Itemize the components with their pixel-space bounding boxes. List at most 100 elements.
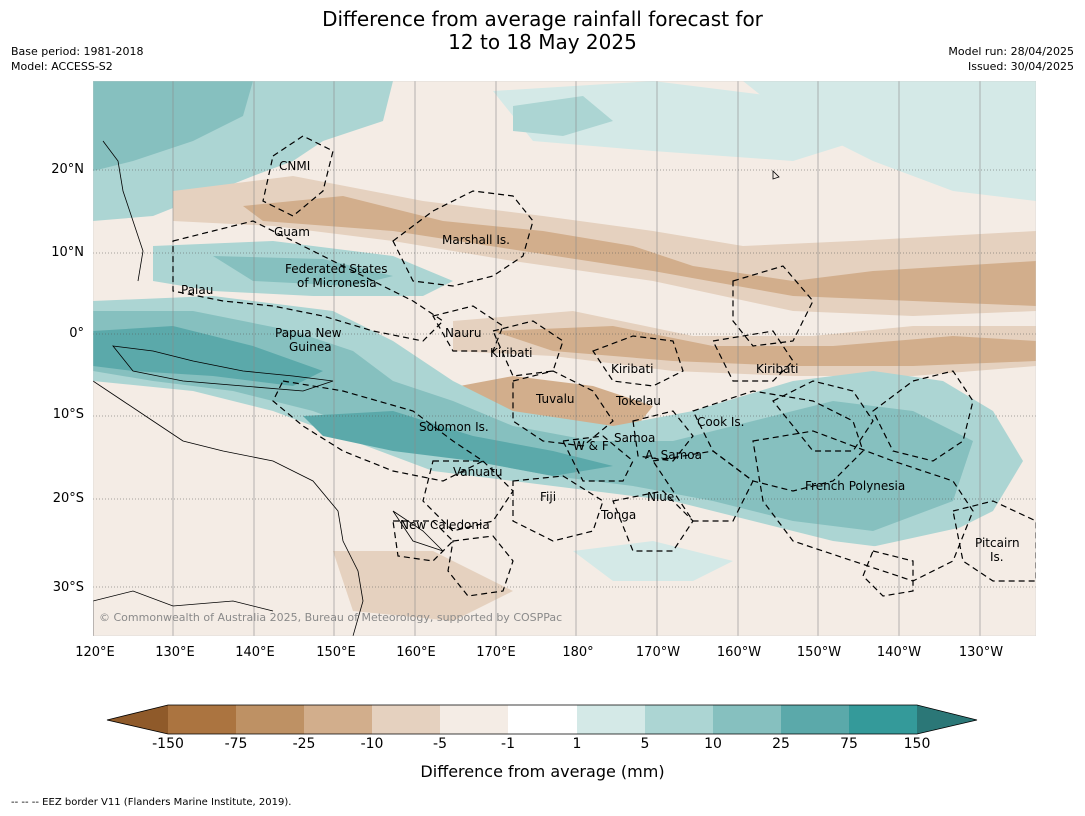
label-tokelau: Tokelau (615, 394, 661, 408)
wet-band-micronesia-core (213, 256, 393, 286)
lon-label-170e: 170°E (476, 645, 516, 660)
label-cook-is: Cook Is. (697, 415, 744, 429)
label-solomon-is: Solomon Is. (419, 420, 489, 434)
lat-label-10n: 10°N (51, 245, 84, 260)
base-period: Base period: 1981-2018 (11, 45, 144, 58)
wet-patch-south (573, 541, 733, 581)
lon-label-150e: 150°E (316, 645, 356, 660)
colorbar-tick-7: 5 (640, 736, 650, 752)
model-name: Model: ACCESS-S2 (11, 60, 113, 73)
longitude-gridlines (172, 81, 981, 636)
lat-label-20n: 20°N (51, 162, 84, 177)
label-png-line2: Guinea (289, 340, 332, 354)
colorbar-tick-1: -75 (224, 736, 248, 752)
label-kiribati-east: Kiribati (756, 362, 798, 376)
colorbar-tick-4: -5 (433, 736, 447, 752)
label-fsm-line2: of Micronesia (297, 276, 377, 290)
lat-label-30s: 30°S (52, 580, 84, 595)
lat-label-10s: 10°S (52, 407, 84, 422)
label-fsm-line1: Federated States (285, 262, 387, 276)
colorbar-seg-6 (508, 705, 577, 734)
map-title-line1: Difference from average rainfall forecas… (322, 7, 763, 31)
wet-area-northeast (743, 81, 1036, 201)
colorbar-seg-3 (304, 705, 372, 734)
label-new-caledonia: New Caledonia (400, 518, 490, 532)
colorbar-tick-2: -25 (292, 736, 316, 752)
label-american-samoa: A. Samoa (645, 448, 702, 462)
colorbar-tick-9: 25 (772, 736, 790, 752)
dry-area-south (93, 461, 693, 636)
label-pitcairn-line1: Pitcairn (975, 536, 1020, 550)
label-marshall-is: Marshall Is. (442, 233, 510, 247)
copyright-notice: © Commonwealth of Australia 2025, Bureau… (99, 611, 562, 624)
meta-left: Base period: 1981-2018 Model: ACCESS-S2 (11, 44, 143, 74)
label-tonga: Tonga (600, 508, 636, 522)
colorbar-seg-4 (372, 705, 440, 734)
label-guam: Guam (274, 225, 310, 239)
colorbar-seg-5 (440, 705, 508, 734)
colorbar-tick-3: -10 (360, 736, 384, 752)
lon-label-150w: 150°W (796, 645, 842, 660)
colorbar-seg-7 (577, 705, 645, 734)
lon-label-140w: 140°W (876, 645, 922, 660)
dry-band-north-core (243, 196, 1036, 306)
label-french-polynesia: French Polynesia (805, 479, 905, 493)
label-samoa: Samoa (614, 431, 655, 445)
lon-label-130e: 130°E (155, 645, 195, 660)
lon-label-140e: 140°E (235, 645, 275, 660)
label-nauru: Nauru (445, 326, 481, 340)
label-pitcairn-line2: Is. (990, 550, 1004, 564)
eez-borders (172, 135, 1036, 597)
model-run: Model run: 28/04/2025 (948, 45, 1074, 58)
lat-label-0: 0° (69, 326, 84, 341)
label-vanuatu: Vanuatu (453, 465, 503, 479)
lon-label-120e: 120°E (75, 645, 115, 660)
lon-label-160e: 160°E (396, 645, 436, 660)
colorbar-seg-2 (236, 705, 304, 734)
lon-label-130w: 130°W (958, 645, 1004, 660)
colorbar-tick-5: -1 (501, 736, 515, 752)
colorbar-seg-12 (917, 705, 977, 734)
colorbar-seg-0 (107, 705, 168, 734)
colorbar-tick-6: 1 (572, 736, 582, 752)
latitude-gridlines (93, 169, 1036, 588)
dry-band-equator-core (493, 326, 1036, 366)
colorbar-seg-11 (849, 705, 917, 734)
colorbar-label: Difference from average (mm) (420, 762, 665, 781)
label-png-line1: Papua New (275, 326, 342, 340)
colorbar-seg-10 (781, 705, 849, 734)
lon-label-170w: 170°W (635, 645, 681, 660)
lon-label-180: 180° (562, 645, 594, 660)
wet-core-png (93, 326, 323, 386)
label-wallis-futuna: W & F (573, 439, 609, 453)
rainfall-map: CNMI Guam Marshall Is. Federated States … (93, 81, 1036, 636)
label-niue: Niue (647, 490, 674, 504)
label-fiji: Fiji (540, 490, 556, 504)
colorbar-seg-1 (168, 705, 236, 734)
colorbar-tick-8: 10 (704, 736, 722, 752)
label-kiribati-central: Kiribati (611, 362, 653, 376)
wet-patch-north (513, 96, 613, 136)
colorbar-tick-0: -150 (152, 736, 184, 752)
colorbar-tick-11: 150 (903, 736, 931, 752)
label-kiribati-west: Kiribati (490, 346, 532, 360)
new-guinea-coast (112, 345, 334, 392)
colorbar-seg-9 (713, 705, 781, 734)
colorbar-tick-10: 75 (840, 736, 858, 752)
meta-right: Model run: 28/04/2025 Issued: 30/04/2025 (948, 44, 1074, 74)
dry-patch-south (333, 551, 513, 621)
wet-band-spcz-inner (93, 311, 973, 531)
label-tuvalu: Tuvalu (535, 392, 575, 406)
colorbar (106, 704, 978, 735)
colorbar-seg-8 (645, 705, 713, 734)
australia-coast (93, 380, 364, 636)
map-title-line2: 12 to 18 May 2025 (448, 30, 637, 54)
issued-date: Issued: 30/04/2025 (967, 60, 1074, 73)
colorbar-outline (106, 704, 978, 735)
label-cnmi: CNMI (279, 159, 310, 173)
label-palau: Palau (181, 283, 213, 297)
eez-footnote: -- -- -- EEZ border V11 (Flanders Marine… (11, 797, 292, 808)
lon-label-160w: 160°W (716, 645, 762, 660)
lat-label-20s: 20°S (52, 491, 84, 506)
wet-core-solomon (303, 411, 613, 476)
